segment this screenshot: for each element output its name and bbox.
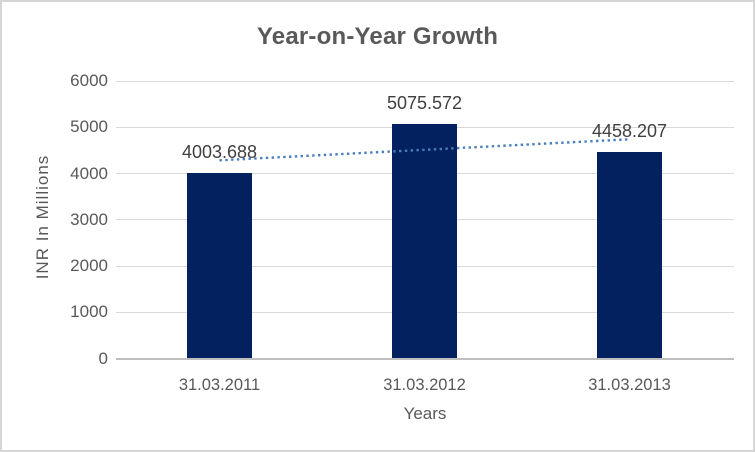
y-axis-tick-label-3000: 3000 [70, 209, 108, 229]
bar-31.03.2012 [392, 123, 457, 359]
y-axis-tick-label-5000: 5000 [70, 117, 108, 137]
bar-data-label-31.03.2012: 5075.572 [386, 92, 463, 113]
x-axis-line [116, 358, 734, 360]
y-axis-tick-label-1000: 1000 [70, 302, 108, 322]
x-axis-category-label-31.03.2013: 31.03.2013 [588, 376, 671, 394]
chart-title: Year-on-Year Growth [256, 23, 499, 50]
bar-31.03.2013 [597, 152, 662, 359]
x-axis-category-label-31.03.2011: 31.03.2011 [178, 376, 261, 394]
bar-31.03.2011 [187, 173, 252, 359]
y-axis-tick-label-2000: 2000 [70, 256, 108, 275]
x-axis-category-label-31.03.2012: 31.03.2012 [383, 376, 466, 394]
x-axis-title: Years [403, 404, 447, 423]
y-axis-tick-label-0: 0 [98, 348, 108, 368]
y-axis-tick-label-4000: 4000 [70, 163, 108, 183]
plot-area [116, 80, 734, 359]
gridline-6000 [116, 80, 734, 82]
bar-data-label-31.03.2013: 4458.207 [591, 121, 668, 142]
bar-data-label-31.03.2011: 4003.688 [181, 142, 258, 163]
y-axis-tick-label-6000: 6000 [70, 71, 108, 90]
